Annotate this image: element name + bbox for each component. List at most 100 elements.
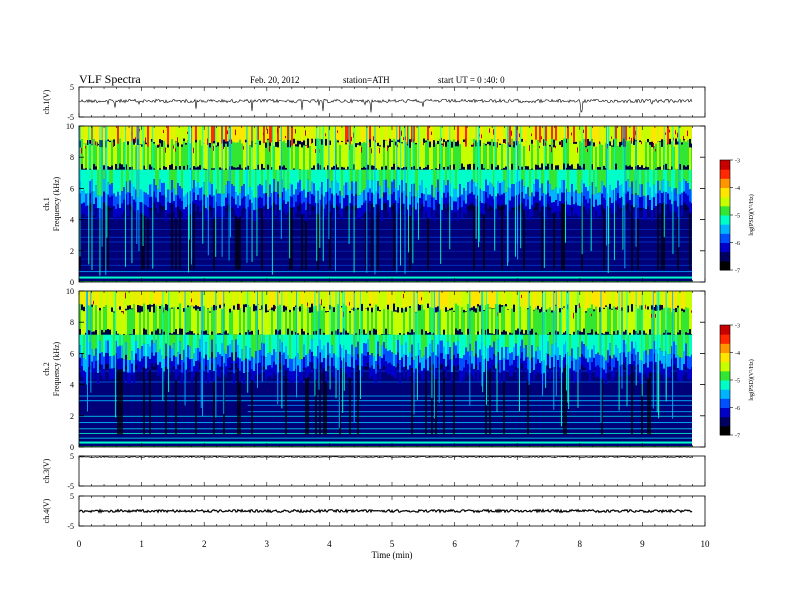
spectrogram-cell bbox=[391, 169, 393, 182]
spectrogram-cell bbox=[651, 361, 653, 373]
spectrogram-cell bbox=[379, 186, 381, 199]
spectrogram-cell bbox=[437, 344, 439, 358]
spectrogram-cell bbox=[363, 141, 365, 167]
spectrogram-cell bbox=[245, 346, 247, 359]
spectrogram-cell bbox=[403, 203, 405, 215]
spectrogram-cell bbox=[447, 169, 449, 181]
spectrogram-cell bbox=[247, 140, 249, 166]
spectrogram-cell bbox=[521, 169, 523, 180]
spectrogram-cell bbox=[131, 309, 133, 335]
spectrogram-cell bbox=[339, 356, 341, 368]
spectrogram-streak bbox=[338, 291, 340, 428]
spectrogram-cell bbox=[341, 141, 343, 167]
spectrogram-cell bbox=[647, 334, 649, 356]
spectrogram-cell bbox=[531, 133, 532, 137]
spectrogram-cell bbox=[613, 334, 615, 355]
spectrogram-cell bbox=[657, 291, 659, 306]
spectrogram-cell bbox=[633, 348, 635, 361]
spectrogram-cell bbox=[611, 126, 613, 146]
spectrogram-cell bbox=[511, 364, 513, 376]
spectrogram-cell bbox=[339, 334, 341, 345]
spectrogram-cell bbox=[559, 334, 561, 356]
spectrogram-cell bbox=[187, 307, 189, 333]
colorbar-segment bbox=[720, 380, 730, 390]
spectrogram-cell bbox=[149, 139, 151, 165]
spectrogram-cell bbox=[377, 193, 379, 205]
spectrogram-cell bbox=[219, 169, 221, 194]
spectrogram-cell bbox=[437, 169, 439, 180]
spectrogram-cell bbox=[299, 359, 301, 373]
spectrogram-streak bbox=[514, 126, 516, 257]
spectrogram-cell bbox=[227, 193, 229, 205]
spectrogram-cell bbox=[467, 194, 469, 206]
spectrogram-cell bbox=[423, 206, 425, 218]
spectrogram-cell bbox=[405, 126, 407, 143]
spectrogram-cell bbox=[679, 126, 681, 144]
y-axis-voltage-label: ch.3(V) bbox=[42, 458, 51, 483]
spectrogram-cell bbox=[439, 169, 441, 192]
spectrogram-cell bbox=[181, 360, 183, 373]
spectrogram-cell bbox=[89, 305, 91, 331]
spectrogram-cell bbox=[545, 169, 547, 195]
spectrogram-cell bbox=[535, 179, 537, 192]
spectrogram-cell bbox=[381, 291, 383, 311]
spectrogram-cell bbox=[425, 126, 427, 141]
spectrogram-cell bbox=[479, 349, 481, 363]
spectrogram-cell bbox=[173, 144, 175, 170]
spectrogram-line-1 bbox=[79, 381, 692, 383]
spectrogram-cell bbox=[575, 190, 577, 203]
spectrogram-cell bbox=[513, 334, 515, 348]
spectrogram-cell bbox=[233, 142, 235, 168]
spectrogram-cell bbox=[349, 334, 351, 355]
spectrogram-cell bbox=[659, 203, 661, 215]
spectrogram-cell bbox=[411, 169, 413, 185]
spectrogram-cell bbox=[461, 194, 463, 208]
spectrogram-cell bbox=[169, 291, 171, 313]
spectrogram-cell bbox=[361, 310, 363, 336]
spectrogram-cell bbox=[171, 126, 173, 143]
spectrogram-cell bbox=[505, 291, 507, 305]
spectrogram-cell bbox=[247, 207, 249, 219]
spectrogram-cell bbox=[97, 145, 99, 171]
spectrogram-cell bbox=[645, 169, 647, 197]
spectrogram-cell bbox=[249, 360, 251, 372]
spectrogram-cell bbox=[543, 373, 545, 385]
spectrogram-cell bbox=[459, 184, 461, 197]
spectrogram-cell bbox=[119, 309, 121, 335]
spectrogram-cell bbox=[213, 143, 215, 169]
spectrogram-cell bbox=[173, 334, 175, 344]
spectrogram-cell bbox=[471, 334, 473, 352]
spectrogram-cell bbox=[635, 130, 636, 136]
spectrogram-cell bbox=[321, 144, 323, 170]
spectrogram-cell bbox=[133, 372, 135, 384]
spectrogram-cell bbox=[391, 310, 393, 336]
spectrogram-cell bbox=[423, 142, 424, 146]
spectrogram-cell bbox=[537, 359, 539, 371]
spectrogram-cell bbox=[361, 334, 363, 354]
spectrogram-cell bbox=[83, 358, 85, 371]
spectrogram-cell bbox=[311, 169, 313, 182]
spectrogram-cell bbox=[675, 291, 677, 308]
spectrogram-cell bbox=[115, 126, 117, 146]
spectrogram-cell bbox=[499, 360, 501, 373]
spectrogram-cell bbox=[165, 197, 167, 211]
spectrogram-cell bbox=[199, 351, 201, 363]
spectrogram-cell bbox=[497, 126, 499, 140]
spectrogram-cell bbox=[669, 199, 671, 211]
spectrogram-cell bbox=[495, 291, 497, 310]
spectrogram-cell bbox=[547, 180, 549, 193]
spectrogram-cell bbox=[647, 291, 649, 307]
spectrogram-cell bbox=[501, 334, 503, 348]
spectrogram-cell bbox=[595, 199, 597, 211]
spectrogram-cell bbox=[217, 291, 219, 311]
colorbar-label: log(PSD)(V²/Hz) bbox=[748, 359, 755, 400]
spectrogram-cell bbox=[641, 169, 643, 185]
spectrogram-cell bbox=[181, 126, 183, 145]
spectrogram-cell bbox=[587, 308, 589, 334]
spectrogram-cell bbox=[125, 334, 127, 343]
spectrogram-cell bbox=[381, 169, 383, 198]
y-axis-channel-label: ch.1 bbox=[42, 197, 51, 211]
spectrogram-cell bbox=[89, 143, 91, 169]
spectrogram-cell bbox=[661, 334, 663, 352]
spectrogram-streak bbox=[431, 291, 433, 398]
